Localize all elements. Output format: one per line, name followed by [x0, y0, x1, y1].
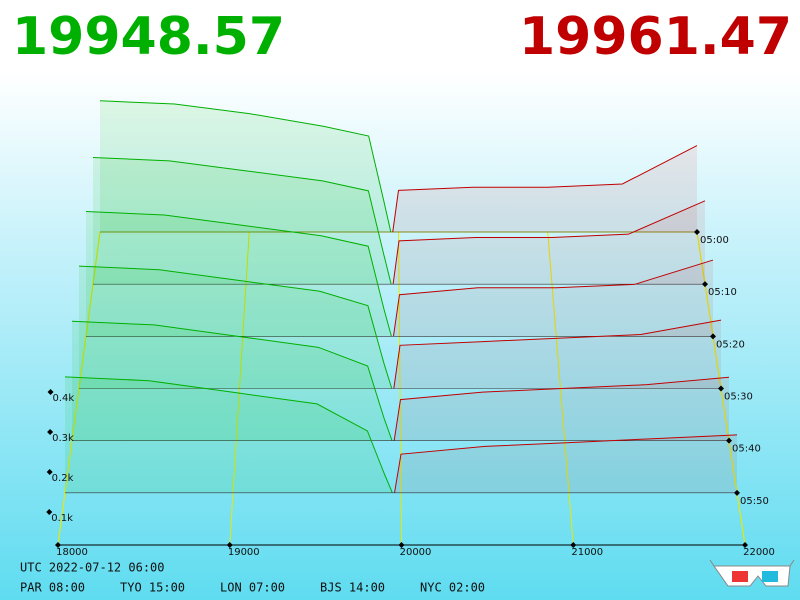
ask-depth-line: [392, 145, 698, 233]
x-tick-label: 22000: [743, 547, 775, 558]
ask-fill: [393, 260, 713, 337]
y-tick: [47, 429, 54, 435]
world-clock: PAR 08:00: [20, 581, 85, 595]
bid-depth-line: [85, 211, 392, 337]
y-tick-label: 0.3k: [52, 433, 74, 444]
bid-depth-line: [99, 100, 392, 233]
time-label: 05:50: [740, 496, 769, 507]
ask-depth-line: [393, 319, 722, 389]
bid-depth-line: [92, 157, 392, 285]
y-tick: [47, 389, 54, 395]
ask-fill: [394, 434, 737, 493]
ask-fill: [393, 200, 705, 285]
glasses-icon: [709, 559, 795, 587]
bid-depth-line: [71, 320, 393, 441]
bid-fill: [72, 321, 393, 441]
ask-fill: [393, 320, 721, 389]
ask-depth-line: [394, 434, 738, 493]
bid-depth-line: [78, 265, 393, 389]
timestamp: UTC 2022-07-12 06:00: [20, 561, 165, 575]
ask-fill: [392, 145, 697, 232]
time-label: 05:40: [732, 444, 761, 455]
ask-depth-line: [393, 376, 730, 441]
x-tick-label: 18000: [56, 547, 88, 558]
world-clock: TYO 15:00: [120, 581, 185, 595]
world-clock: LON 07:00: [220, 581, 285, 595]
bid-fill: [100, 100, 391, 232]
bid-fill: [93, 157, 392, 285]
time-label: 05:30: [724, 392, 753, 403]
x-tick-label: 19000: [228, 547, 260, 558]
time-tick: [710, 333, 716, 340]
time-tick: [702, 281, 708, 288]
bid-fill: [79, 266, 392, 389]
bid-depth-line: [64, 376, 393, 494]
ask-depth-line: [392, 200, 706, 285]
y-tick: [46, 509, 53, 515]
y-tick-label: 0.4k: [53, 393, 75, 404]
bid-price: 19948.57: [12, 7, 285, 67]
bid-fill: [65, 376, 393, 493]
world-clock: NYC 02:00: [420, 581, 485, 595]
y-tick: [46, 469, 53, 475]
time-tick: [718, 385, 724, 392]
time-label: 05:10: [708, 287, 737, 298]
time-tick: [734, 489, 740, 496]
time-label: 05:00: [700, 235, 729, 246]
time-tick: [694, 229, 700, 235]
bid-fill: [86, 211, 392, 337]
x-tick-label: 21000: [571, 547, 603, 558]
time-label: 05:20: [716, 339, 745, 350]
y-tick-label: 0.1k: [51, 513, 73, 524]
x-tick-label: 20000: [400, 547, 432, 558]
y-tick-label: 0.2k: [52, 473, 74, 484]
ask-price: 19961.47: [519, 7, 792, 67]
world-clock: BJS 14:00: [320, 581, 385, 595]
ask-depth-line: [392, 259, 714, 337]
time-tick: [726, 437, 732, 444]
